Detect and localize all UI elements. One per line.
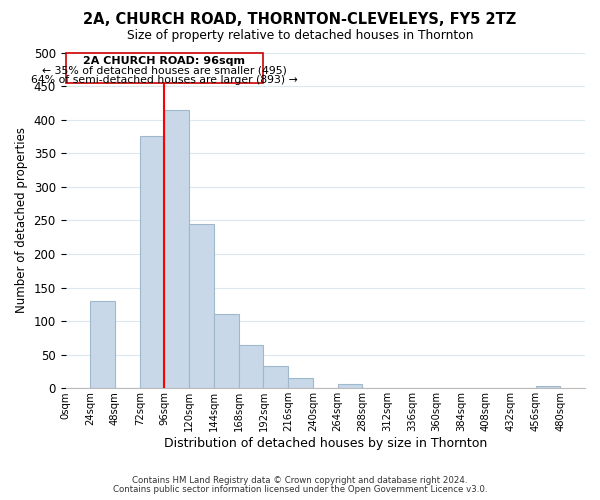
Text: Contains public sector information licensed under the Open Government Licence v3: Contains public sector information licen…	[113, 485, 487, 494]
Text: 2A, CHURCH ROAD, THORNTON-CLEVELEYS, FY5 2TZ: 2A, CHURCH ROAD, THORNTON-CLEVELEYS, FY5…	[83, 12, 517, 28]
Bar	[140, 136, 164, 388]
Text: ← 35% of detached houses are smaller (495): ← 35% of detached houses are smaller (49…	[42, 66, 287, 76]
Bar	[189, 224, 214, 388]
Bar	[90, 301, 115, 388]
Text: Size of property relative to detached houses in Thornton: Size of property relative to detached ho…	[127, 28, 473, 42]
Bar	[214, 314, 239, 388]
Y-axis label: Number of detached properties: Number of detached properties	[15, 128, 28, 314]
Bar	[338, 384, 362, 388]
Bar	[263, 366, 288, 388]
Bar	[65, 52, 263, 82]
X-axis label: Distribution of detached houses by size in Thornton: Distribution of detached houses by size …	[164, 437, 487, 450]
Bar	[239, 344, 263, 389]
Bar	[536, 386, 560, 388]
Text: Contains HM Land Registry data © Crown copyright and database right 2024.: Contains HM Land Registry data © Crown c…	[132, 476, 468, 485]
Bar	[164, 110, 189, 388]
Bar	[288, 378, 313, 388]
Text: 64% of semi-detached houses are larger (893) →: 64% of semi-detached houses are larger (…	[31, 74, 298, 85]
Text: 2A CHURCH ROAD: 96sqm: 2A CHURCH ROAD: 96sqm	[83, 56, 245, 66]
